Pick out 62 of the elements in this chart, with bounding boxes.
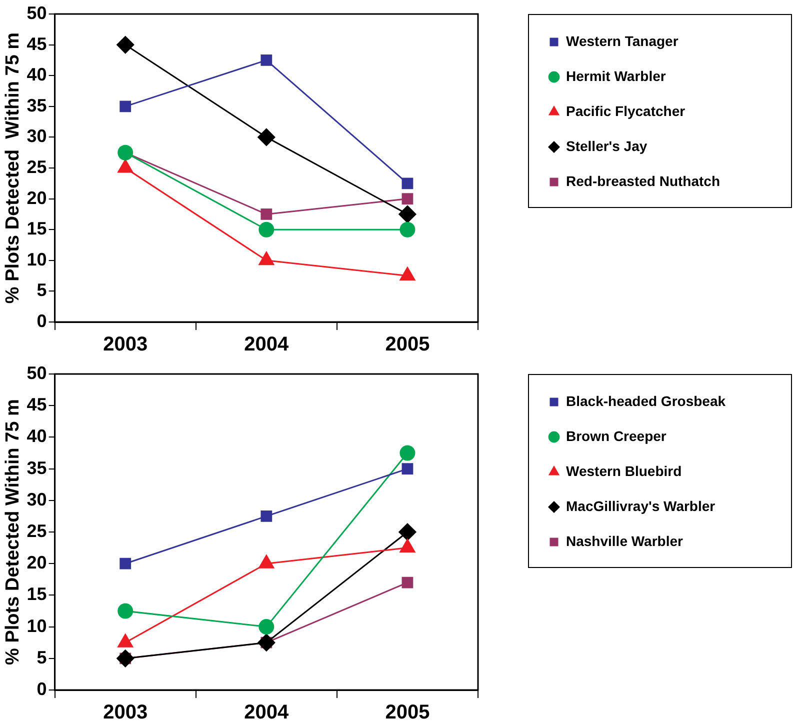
y-tick-label: 40 <box>26 64 47 85</box>
point <box>398 205 416 223</box>
point <box>118 603 134 619</box>
y-tick-label: 45 <box>26 394 47 415</box>
y-tick-label: 50 <box>26 362 47 383</box>
y-tick-label: 50 <box>26 2 47 23</box>
x-tick-label: 2004 <box>244 334 290 356</box>
y-axis-title: % Plots Detected Within 75 m <box>2 399 24 665</box>
point <box>116 650 134 668</box>
point <box>260 54 272 66</box>
point <box>402 193 414 204</box>
x-tick-label: 2005 <box>385 334 430 356</box>
point <box>398 523 416 541</box>
point <box>116 36 134 54</box>
y-tick-label: 20 <box>26 188 47 208</box>
y-tick-label: 20 <box>26 552 47 573</box>
y-tick-label: 35 <box>26 95 47 116</box>
y-axis-title: % Plots Detected Within 75 m <box>2 32 24 304</box>
point <box>260 208 272 220</box>
y-tick-label: 30 <box>26 489 47 510</box>
point <box>400 222 416 238</box>
point <box>258 634 276 652</box>
legend-label: Steller's Jay <box>566 138 648 154</box>
point <box>120 558 132 570</box>
x-tick-label: 2003 <box>103 702 148 724</box>
y-tick-label: 5 <box>36 647 47 668</box>
y-tick-label: 0 <box>36 678 47 699</box>
point <box>258 619 274 635</box>
point <box>258 128 276 146</box>
y-tick-label: 15 <box>26 584 47 604</box>
point <box>400 445 416 461</box>
legend-label: Brown Creeper <box>566 428 667 444</box>
legend-label: Pacific Flycatcher <box>566 102 686 119</box>
point <box>258 222 274 238</box>
y-tick-label: 10 <box>26 616 47 636</box>
x-tick-label: 2003 <box>103 334 148 356</box>
legend-label: Western Bluebird <box>566 462 682 479</box>
legend-label: Western Tanager <box>566 32 679 49</box>
y-tick-label: 25 <box>26 520 47 541</box>
point <box>402 576 414 588</box>
y-tick-label: 40 <box>26 426 47 446</box>
point <box>120 100 132 112</box>
x-tick-label: 2004 <box>244 702 290 724</box>
point <box>258 252 274 266</box>
legend-label: Hermit Warbler <box>566 68 666 84</box>
y-tick-label: 0 <box>36 310 47 331</box>
y-tick-label: 5 <box>36 280 47 300</box>
y-tick-label: 45 <box>26 34 47 54</box>
point <box>402 463 414 474</box>
y-tick-label: 15 <box>26 218 47 239</box>
y-tick-label: 30 <box>26 126 47 146</box>
y-tick-label: 25 <box>26 156 47 177</box>
x-tick-label: 2005 <box>385 702 430 724</box>
legend-label: MacGillivray's Warbler <box>566 498 716 514</box>
point <box>400 267 416 281</box>
legend-label: Red-breasted Nuthatch <box>566 172 720 189</box>
y-tick-label: 10 <box>26 249 47 270</box>
legend-label: Nashville Warbler <box>566 532 684 549</box>
y-tick-label: 35 <box>26 458 47 478</box>
legend-label: Black-headed Grosbeak <box>566 392 726 409</box>
point <box>260 510 272 522</box>
point <box>402 178 414 190</box>
